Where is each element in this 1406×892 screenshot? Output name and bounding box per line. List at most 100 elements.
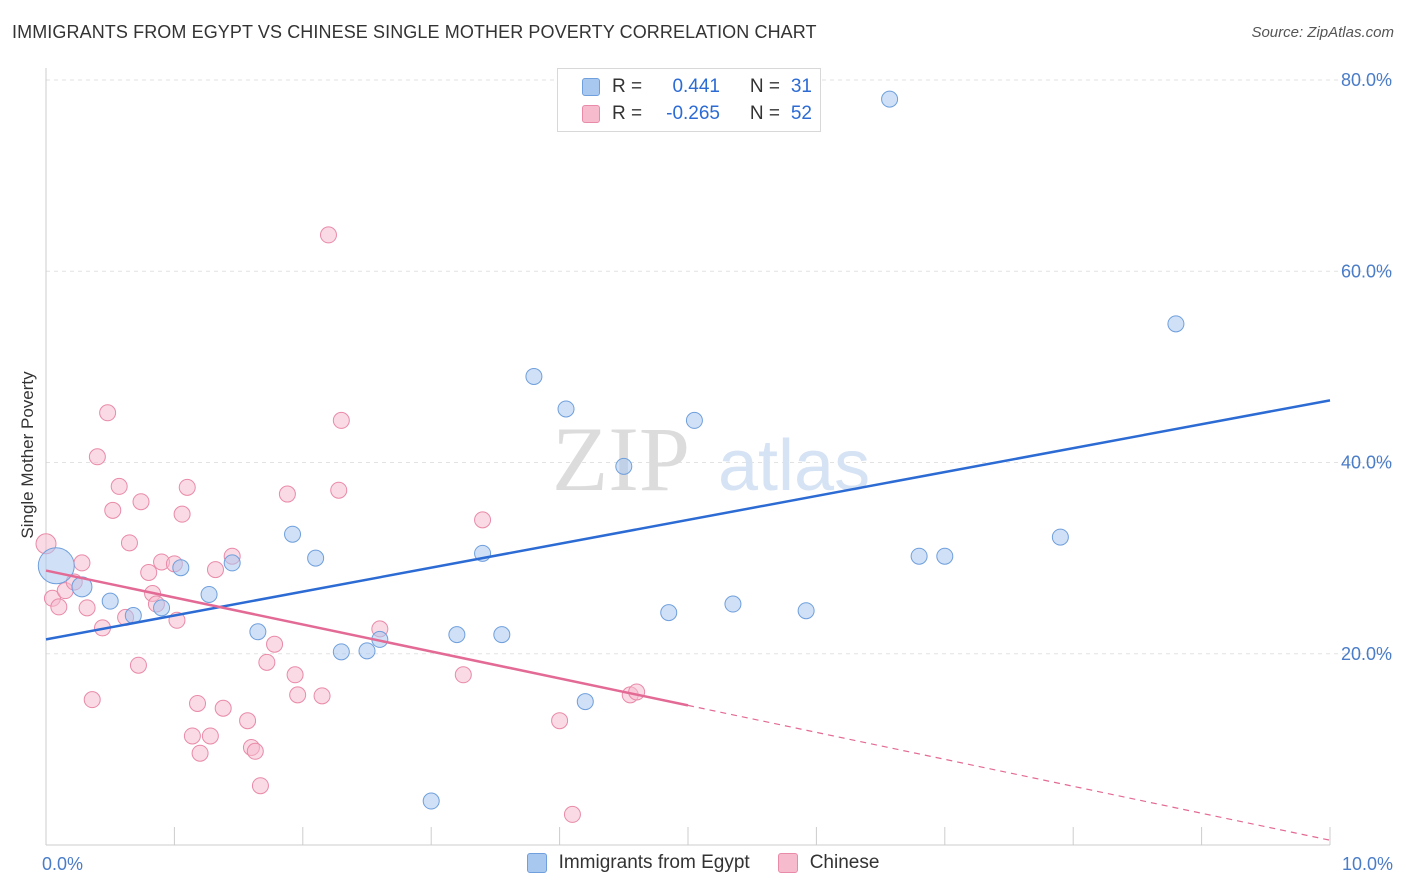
chinese-point: [266, 635, 284, 653]
legend-r-value: 0.441: [672, 76, 720, 97]
egypt-point: [557, 400, 575, 418]
y-tick-label: 60.0%: [1341, 261, 1392, 281]
legend-row-chinese: R = -0.265 N = 52: [582, 101, 812, 127]
legend-n-value: 31: [790, 76, 812, 97]
chinese-point: [78, 599, 96, 617]
chinese-point: [191, 744, 209, 762]
egypt-point: [493, 626, 511, 644]
chinese-point: [201, 727, 219, 745]
chinese-point: [319, 226, 337, 244]
egypt-point: [422, 792, 440, 810]
egypt-point: [685, 411, 703, 429]
axes: 20.0% 40.0% 60.0% 80.0% 0.0% 10.0%: [42, 68, 1393, 874]
egypt-point: [1051, 528, 1069, 546]
chinese-point: [104, 501, 122, 519]
legend-row-egypt: R = 0.441 N = 31: [582, 74, 812, 100]
legend-label-egypt: Immigrants from Egypt: [558, 852, 750, 873]
egypt-point: [249, 623, 267, 641]
chinese-point: [173, 505, 191, 523]
chinese-point: [73, 554, 91, 572]
legend-swatch-chinese: [582, 105, 600, 123]
chinese-point: [289, 686, 307, 704]
chinese-point: [251, 777, 269, 795]
series-legend: Immigrants from Egypt Chinese: [0, 852, 1406, 874]
x-tick-label: 0.0%: [42, 854, 83, 874]
chinese-point: [330, 481, 348, 499]
chinese-point: [99, 404, 117, 422]
trend-lines: [45, 399, 1331, 841]
egypt-point: [223, 554, 241, 572]
chinese-point: [313, 687, 331, 705]
legend-n-label: N =: [749, 76, 780, 97]
trend-line-chinese: [45, 569, 689, 707]
chinese-point: [183, 727, 201, 745]
egypt-point: [71, 576, 93, 598]
chinese-point: [189, 694, 207, 712]
egypt-point: [936, 547, 954, 565]
legend-n-label: N =: [749, 103, 780, 124]
y-tick-label: 20.0%: [1341, 644, 1392, 664]
chinese-point: [278, 485, 296, 503]
series-chinese-points: [35, 226, 646, 823]
legend-r-label: R =: [612, 103, 643, 124]
legend-swatch-egypt: [526, 853, 547, 873]
chinese-point: [178, 478, 196, 496]
egypt-point: [284, 525, 302, 543]
trend-line-egypt: [45, 399, 1331, 641]
chinese-point: [246, 742, 264, 760]
legend-r-label: R =: [612, 76, 643, 97]
chinese-point: [454, 666, 472, 684]
y-tick-label: 80.0%: [1341, 70, 1392, 90]
legend-swatch-egypt: [582, 78, 600, 96]
chinese-point: [129, 656, 147, 674]
chinese-point: [140, 563, 158, 581]
egypt-point: [881, 90, 899, 108]
egypt-point: [525, 367, 543, 385]
chinese-point: [88, 448, 106, 466]
trend-line-chinese-extension: [687, 704, 1331, 841]
egypt-point: [448, 626, 466, 644]
legend-item-chinese[interactable]: Chinese: [777, 852, 880, 874]
egypt-point: [37, 547, 75, 585]
legend-label-chinese: Chinese: [809, 852, 880, 873]
egypt-point: [724, 595, 742, 613]
egypt-point: [307, 549, 325, 567]
chinese-point: [332, 411, 350, 429]
chinese-point: [628, 683, 646, 701]
chinese-point: [563, 805, 581, 823]
chart-title: IMMIGRANTS FROM EGYPT VS CHINESE SINGLE …: [12, 22, 817, 42]
egypt-point: [660, 604, 678, 622]
legend-r-value: -0.265: [666, 103, 720, 124]
legend-item-egypt[interactable]: Immigrants from Egypt: [526, 852, 750, 874]
chinese-point: [474, 511, 492, 529]
chinese-point: [83, 691, 101, 709]
chinese-point: [120, 534, 138, 552]
legend-n-value: 52: [790, 103, 812, 124]
x-tick-label: 10.0%: [1342, 854, 1393, 874]
egypt-point: [358, 642, 376, 660]
egypt-point: [101, 592, 119, 610]
chinese-point: [286, 666, 304, 684]
stats-legend: R = 0.441 N = 31 R = -0.265 N = 52: [557, 68, 821, 132]
chinese-point: [551, 712, 569, 730]
egypt-point: [200, 585, 218, 603]
egypt-point: [576, 693, 594, 711]
egypt-point: [172, 559, 190, 577]
chinese-point: [239, 712, 257, 730]
egypt-point: [910, 547, 928, 565]
egypt-point: [332, 643, 350, 661]
chinese-point: [258, 653, 276, 671]
egypt-point: [1167, 315, 1185, 333]
chinese-point: [132, 493, 150, 511]
y-tick-label: 40.0%: [1341, 453, 1392, 473]
egypt-point: [153, 599, 171, 617]
chinese-point: [110, 477, 128, 495]
egypt-point: [615, 457, 633, 475]
chinese-point: [206, 561, 224, 579]
y-axis-label: Single Mother Poverty: [18, 371, 37, 539]
gridlines: [46, 79, 1392, 655]
chinese-point: [50, 598, 68, 616]
chinese-point: [214, 699, 232, 717]
watermark-atlas: atlas: [718, 426, 870, 506]
